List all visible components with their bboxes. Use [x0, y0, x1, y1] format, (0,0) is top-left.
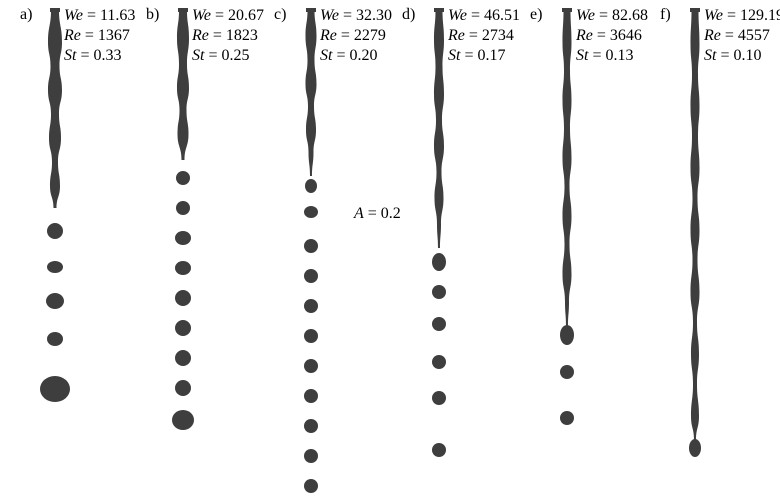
- jet-nozzle-cap: [306, 8, 316, 12]
- jet-stream-a: [48, 10, 62, 208]
- droplet-c-6: [304, 359, 318, 373]
- jet-nozzle-cap: [178, 8, 188, 12]
- jet-stream-d: [434, 10, 444, 248]
- droplet-d-3: [432, 355, 446, 369]
- droplet-a-0: [47, 223, 63, 239]
- jet-svg-c: [274, 0, 404, 502]
- jet-nozzle-cap: [434, 8, 444, 12]
- droplet-b-7: [175, 380, 191, 396]
- jet-svg-b: [146, 0, 276, 502]
- droplet-e-2: [560, 411, 574, 425]
- panel-a: a)We = 11.63Re = 1367St = 0.33: [18, 0, 148, 502]
- droplet-c-10: [304, 479, 318, 493]
- center-annotation: A = 0.2: [354, 205, 401, 223]
- droplet-b-4: [175, 290, 191, 306]
- droplet-c-3: [304, 269, 318, 283]
- jet-svg-d: [402, 0, 532, 502]
- panel-b: b)We = 20.67Re = 1823St = 0.25: [146, 0, 276, 502]
- droplet-c-5: [304, 329, 318, 343]
- droplet-b-8: [172, 410, 194, 430]
- jet-stream-c: [306, 10, 317, 176]
- droplet-d-1: [432, 285, 446, 299]
- jet-svg-a: [18, 0, 148, 502]
- droplet-b-6: [175, 350, 191, 366]
- droplet-d-0: [432, 253, 446, 271]
- droplet-b-2: [175, 231, 191, 245]
- panel-f: f)We = 129.19Re = 4557St = 0.10: [658, 0, 780, 502]
- droplet-e-1: [560, 365, 574, 379]
- droplet-a-1: [47, 261, 63, 273]
- droplet-d-2: [432, 317, 446, 331]
- droplet-c-8: [304, 419, 318, 433]
- droplet-e-0: [560, 325, 574, 345]
- panel-e: e)We = 82.68Re = 3646St = 0.13: [530, 0, 660, 502]
- jet-stream-b: [177, 10, 189, 160]
- droplet-c-7: [304, 389, 318, 403]
- droplet-a-3: [47, 332, 63, 346]
- jet-stream-f: [691, 10, 700, 440]
- jet-nozzle-cap: [50, 8, 60, 12]
- droplet-c-4: [304, 299, 318, 313]
- panel-d: d)We = 46.51Re = 2734St = 0.17: [402, 0, 532, 502]
- jet-nozzle-cap: [690, 8, 700, 12]
- droplet-c-1: [304, 206, 318, 218]
- droplet-a-2: [46, 293, 64, 309]
- jet-svg-f: [658, 0, 780, 502]
- droplet-a-4: [40, 376, 70, 402]
- center-annotation-value: = 0.2: [364, 205, 401, 222]
- droplet-d-4: [432, 391, 446, 405]
- jet-nozzle-cap: [562, 8, 572, 12]
- droplet-b-1: [176, 201, 190, 215]
- droplet-c-0: [305, 179, 317, 193]
- panel-c: c)We = 32.30Re = 2279St = 0.20: [274, 0, 404, 502]
- droplet-b-3: [175, 261, 191, 275]
- jet-stream-e: [563, 10, 572, 326]
- droplet-c-9: [304, 449, 318, 463]
- droplet-f-0: [689, 439, 701, 457]
- droplet-d-5: [432, 443, 446, 457]
- droplet-b-5: [175, 320, 191, 336]
- droplet-b-0: [176, 171, 190, 185]
- center-annotation-symbol: A: [354, 205, 364, 222]
- droplet-c-2: [304, 239, 318, 253]
- jet-svg-e: [530, 0, 660, 502]
